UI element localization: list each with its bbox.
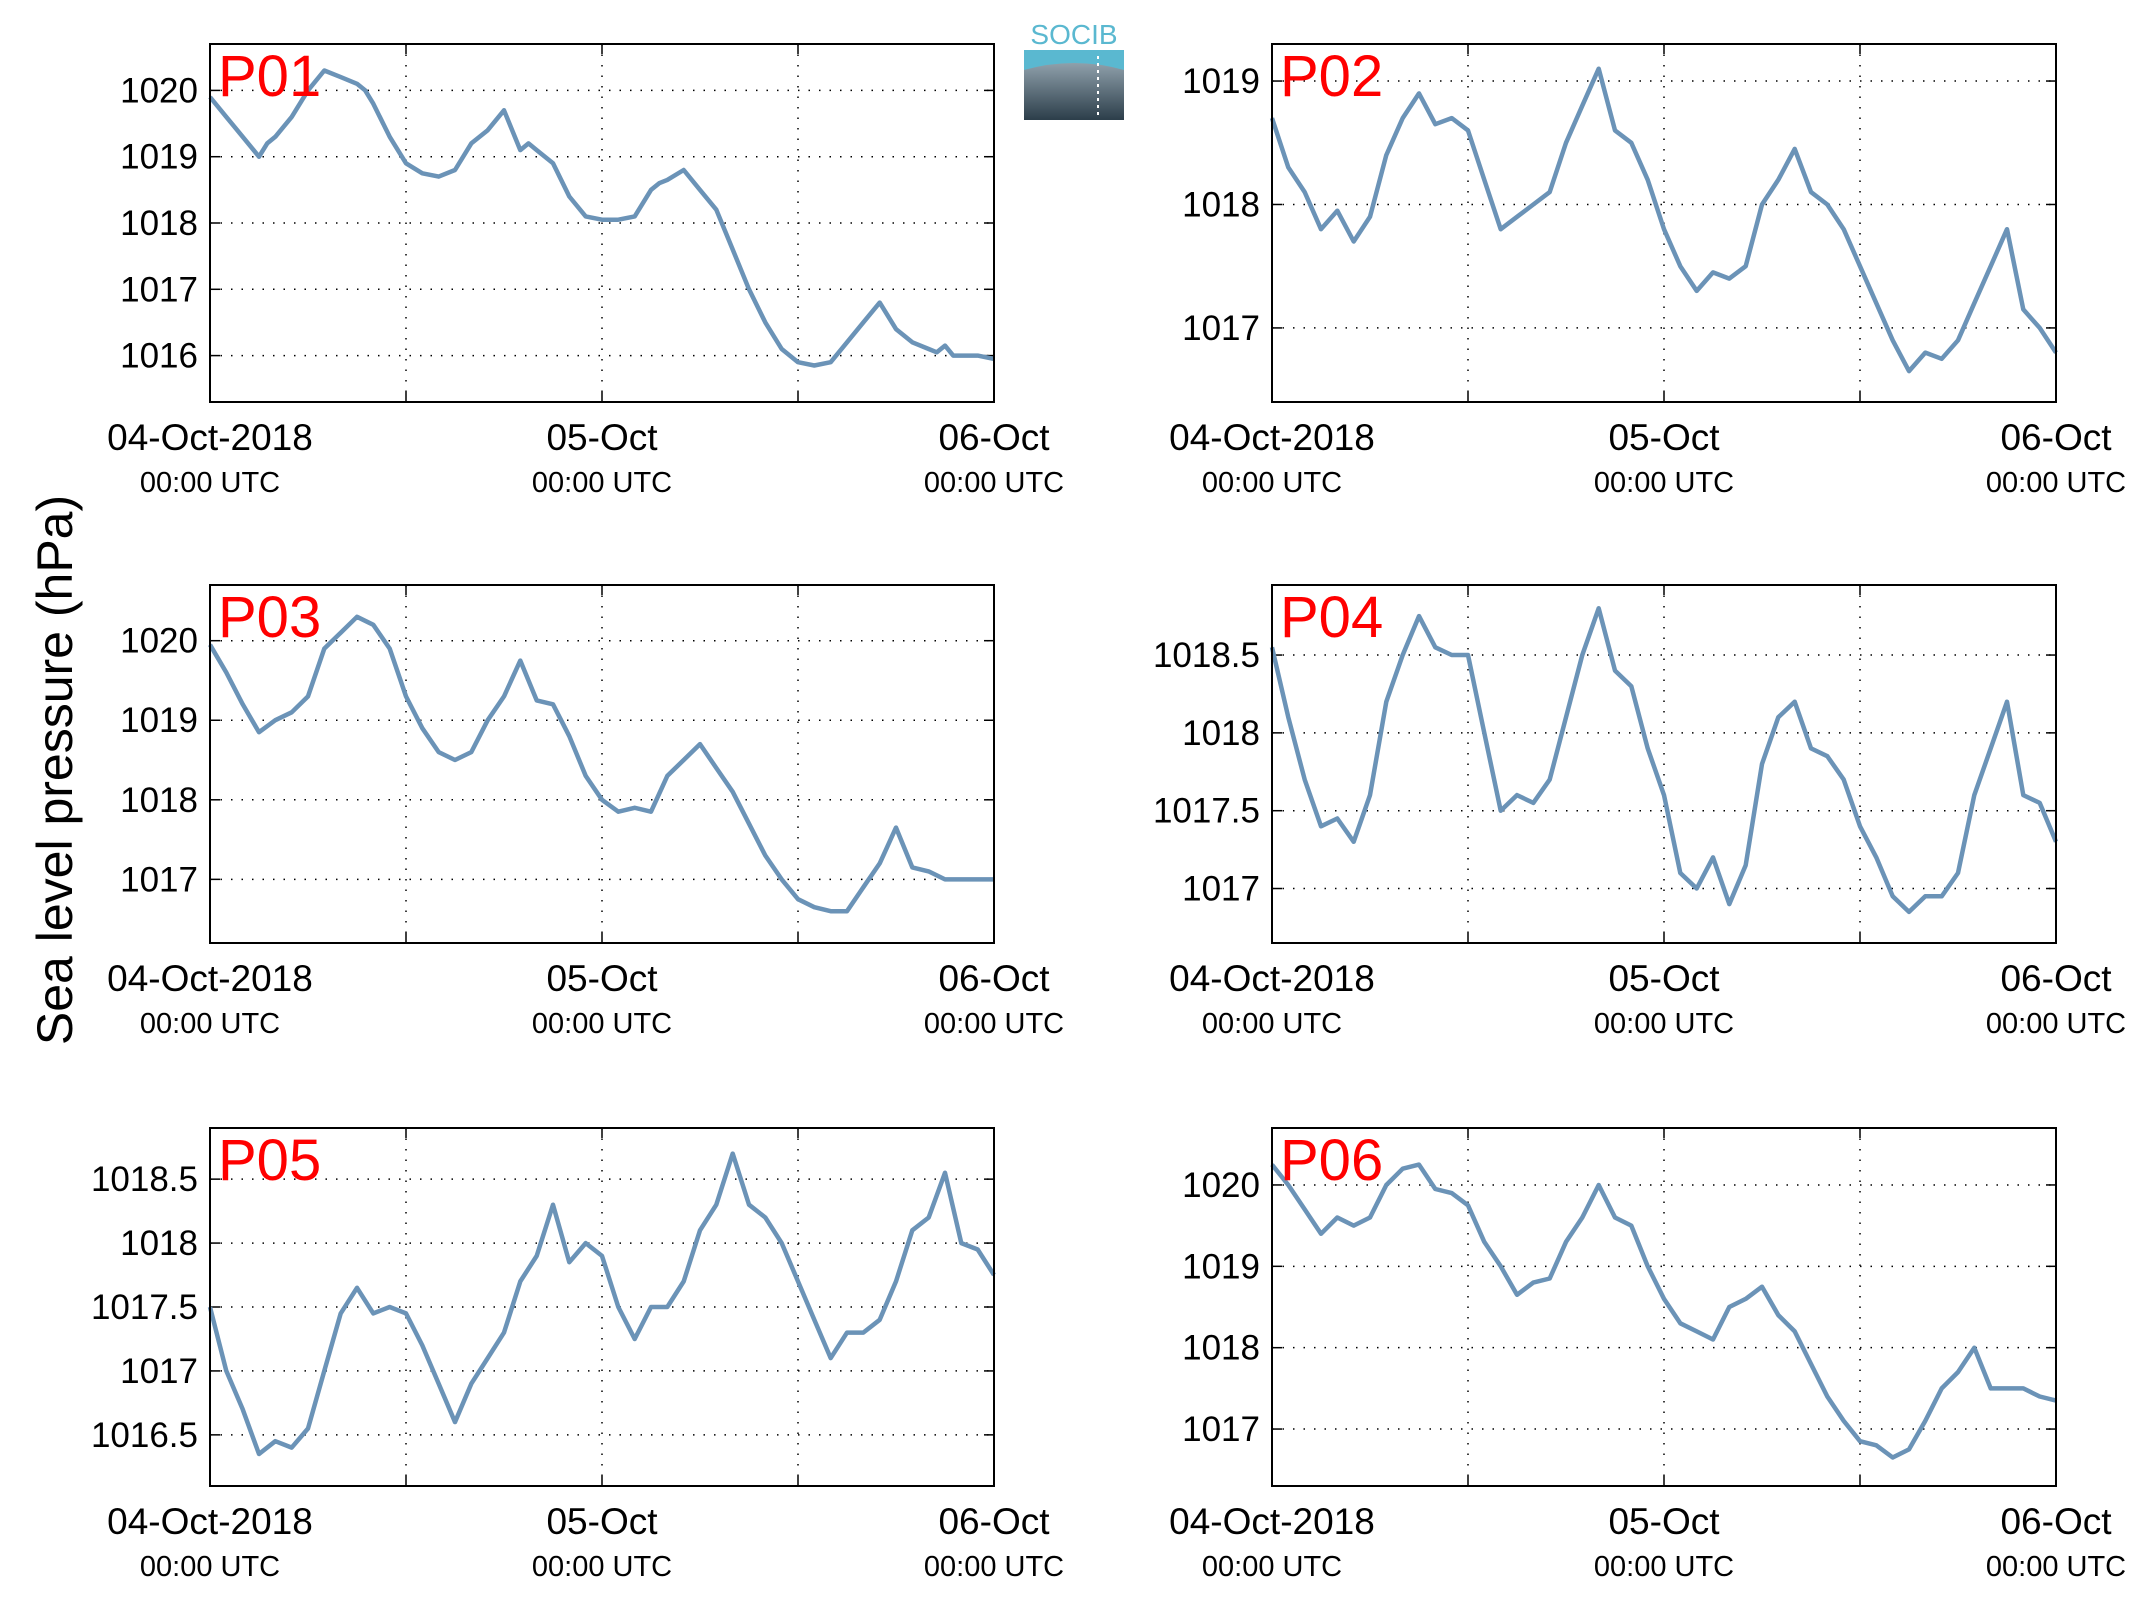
plot-frame xyxy=(1271,43,2057,403)
plot-frame xyxy=(209,584,995,944)
x-tick-sublabel: 00:00 UTC xyxy=(140,1008,280,1040)
chart-panel-4: 1017 1017.5 1018 1018.5 P04 04-Oct-2018 00:00 … xyxy=(1153,584,2126,1040)
socib-logo: SOCIB xyxy=(1024,16,1124,122)
chart-panel-3: 1017 1018 1019 1020 P03 04-Oct-2018 00:00 UTC 0… xyxy=(107,584,1064,1040)
logo-text: SOCIB xyxy=(1030,19,1117,50)
x-tick-label: 06-Oct xyxy=(2000,958,2112,999)
x-tick-label: 05-Oct xyxy=(546,417,658,458)
y-tick-label: 1020 xyxy=(120,622,198,661)
x-tick-label: 04-Oct-2018 xyxy=(1169,958,1375,999)
y-tick-label: 1018 xyxy=(1182,185,1260,224)
x-tick-sublabel: 00:00 UTC xyxy=(1986,1551,2126,1583)
x-tick-sublabel: 00:00 UTC xyxy=(924,467,1064,499)
panel-label: P02 xyxy=(1280,44,1383,109)
y-tick-label: 1019 xyxy=(120,701,198,740)
y-tick-label: 1018 xyxy=(120,1224,198,1263)
y-tick-label: 1017.5 xyxy=(91,1288,198,1327)
chart-panel-1: 1016 1017 1018 1019 1020 P01 04-Oct-2018 00:00 … xyxy=(107,43,1064,499)
y-tick-label: 1017 xyxy=(120,270,198,309)
x-tick-label: 05-Oct xyxy=(546,1501,658,1542)
chart-panel-5: 1016.5 1017 1017.5 1018 1018.5 P05 04-Oct-2018… xyxy=(91,1127,1064,1583)
y-tick-label: 1017 xyxy=(1182,309,1260,348)
series-line-1 xyxy=(207,1151,996,1457)
x-tick-sublabel: 00:00 UTC xyxy=(532,1008,672,1040)
y-tick-label: 1016.5 xyxy=(91,1416,198,1455)
y-tick-label: 1019 xyxy=(1182,1247,1260,1286)
y-tick-label: 1019 xyxy=(120,138,198,177)
x-tick-sublabel: 00:00 UTC xyxy=(1986,1008,2126,1040)
y-tick-label: 1017 xyxy=(1182,870,1260,909)
x-tick-sublabel: 00:00 UTC xyxy=(1202,1551,1342,1583)
x-tick-sublabel: 00:00 UTC xyxy=(924,1551,1064,1583)
y-tick-label: 1020 xyxy=(1182,1166,1260,1205)
x-tick-sublabel: 00:00 UTC xyxy=(140,467,280,499)
series-line-1 xyxy=(1269,606,2059,915)
chart-panel-2: 1017 1018 1019 P02 04-Oct-2018 00:00 UTC 05-Oc… xyxy=(1169,43,2126,499)
x-tick-label: 04-Oct-2018 xyxy=(1169,417,1375,458)
x-tick-label: 06-Oct xyxy=(938,1501,1050,1542)
x-tick-label: 05-Oct xyxy=(1608,958,1720,999)
series-line-1 xyxy=(1269,66,2058,374)
y-tick-label: 1017.5 xyxy=(1153,792,1260,831)
x-tick-sublabel: 00:00 UTC xyxy=(1594,1008,1734,1040)
panel-label: P03 xyxy=(218,585,321,650)
y-tick-label: 1020 xyxy=(120,71,198,110)
y-tick-label: 1016 xyxy=(120,337,198,376)
panel-label: P06 xyxy=(1280,1128,1383,1193)
x-tick-label: 06-Oct xyxy=(938,417,1050,458)
x-tick-label: 05-Oct xyxy=(546,958,658,999)
y-tick-label: 1018 xyxy=(1182,714,1260,753)
x-tick-label: 04-Oct-2018 xyxy=(107,958,313,999)
x-tick-label: 06-Oct xyxy=(2000,417,2112,458)
x-tick-label: 04-Oct-2018 xyxy=(107,417,313,458)
x-tick-sublabel: 00:00 UTC xyxy=(532,1551,672,1583)
x-tick-sublabel: 00:00 UTC xyxy=(1202,1008,1342,1040)
series-line-1 xyxy=(1270,1162,2057,1460)
chart-panel-6: 1017 1018 1019 1020 P06 04-Oct-2018 00:00 UTC 0… xyxy=(1169,1127,2126,1583)
y-tick-label: 1017 xyxy=(120,1352,198,1391)
x-tick-sublabel: 00:00 UTC xyxy=(1986,467,2126,499)
plot-frame xyxy=(209,43,995,403)
y-tick-label: 1017 xyxy=(120,860,198,899)
x-tick-label: 06-Oct xyxy=(2000,1501,2112,1542)
panel-label: P05 xyxy=(218,1128,321,1193)
plot-frame xyxy=(1271,1127,2057,1487)
y-tick-label: 1018 xyxy=(120,204,198,243)
x-tick-sublabel: 00:00 UTC xyxy=(1594,467,1734,499)
plot-frame xyxy=(209,1127,995,1487)
y-tick-label: 1018.5 xyxy=(91,1160,198,1199)
y-tick-label: 1017 xyxy=(1182,1410,1260,1449)
y-tick-label: 1018.5 xyxy=(1153,636,1260,675)
series-line-1 xyxy=(208,68,995,368)
x-tick-sublabel: 00:00 UTC xyxy=(532,467,672,499)
x-tick-label: 05-Oct xyxy=(1608,1501,1720,1542)
plot-frame xyxy=(1271,584,2057,944)
x-tick-sublabel: 00:00 UTC xyxy=(1202,467,1342,499)
y-tick-label: 1018 xyxy=(120,781,198,820)
x-tick-sublabel: 00:00 UTC xyxy=(1594,1551,1734,1583)
y-tick-label: 1019 xyxy=(1182,62,1260,101)
x-tick-label: 04-Oct-2018 xyxy=(107,1501,313,1542)
panel-label: P04 xyxy=(1280,585,1383,650)
x-tick-label: 04-Oct-2018 xyxy=(1169,1501,1375,1542)
series-line-1 xyxy=(208,614,994,914)
x-tick-sublabel: 00:00 UTC xyxy=(140,1551,280,1583)
x-tick-label: 05-Oct xyxy=(1608,417,1720,458)
x-tick-label: 06-Oct xyxy=(938,958,1050,999)
panel-label: P01 xyxy=(218,44,321,109)
y-tick-label: 1018 xyxy=(1182,1329,1260,1368)
x-tick-sublabel: 00:00 UTC xyxy=(924,1008,1064,1040)
